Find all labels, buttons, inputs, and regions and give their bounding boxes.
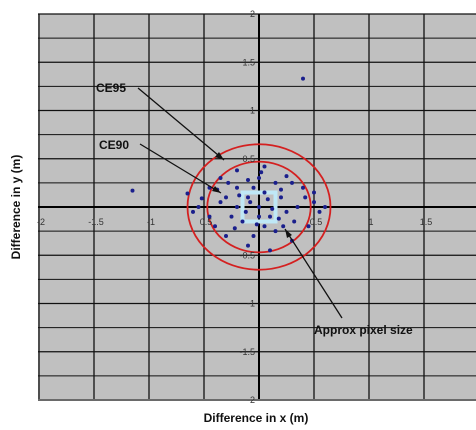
annotation-ce95-arrowhead <box>215 152 224 160</box>
annotation-pixel-size: Approx pixel size <box>284 228 413 337</box>
annotation-pixel-size-arrow <box>284 228 343 319</box>
data-point <box>243 209 248 214</box>
annotation-ce95: CE95 <box>96 81 225 161</box>
data-point <box>191 209 195 214</box>
x-tick-label: 0.5 <box>310 217 323 227</box>
data-point <box>240 219 245 224</box>
data-point <box>265 197 270 202</box>
data-point <box>284 209 289 214</box>
data-point <box>303 195 308 200</box>
data-points <box>130 76 327 253</box>
data-point <box>323 205 327 209</box>
ce-circles <box>186 143 332 271</box>
x-tick-label: -2 <box>37 217 45 227</box>
data-point <box>213 224 217 229</box>
ce95-circle <box>186 143 332 271</box>
annotation-ce95-arrow <box>137 87 225 161</box>
data-point <box>246 177 250 182</box>
data-point <box>284 174 289 179</box>
annotation-ce90-arrow <box>139 143 222 194</box>
data-point <box>235 168 239 173</box>
data-point <box>257 176 261 181</box>
data-point <box>306 224 311 229</box>
x-axis-label: Difference in x (m) <box>204 411 309 425</box>
y-tick-label: 1 <box>250 106 255 116</box>
data-point <box>276 216 281 221</box>
data-point <box>268 214 272 219</box>
annotation-ce95-label: CE95 <box>96 81 126 95</box>
data-point <box>224 233 228 238</box>
data-point <box>229 214 234 219</box>
data-point <box>199 196 204 201</box>
y-tick-label: 1.5 <box>242 57 255 67</box>
data-point <box>232 226 237 231</box>
x-tick-label: 1 <box>368 217 373 227</box>
data-point <box>185 191 190 196</box>
data-point <box>262 190 267 195</box>
data-point <box>273 180 278 185</box>
data-point <box>207 214 212 219</box>
data-point <box>251 185 256 190</box>
data-point <box>248 200 253 205</box>
annotation-pixel-size-arrowhead <box>285 229 292 238</box>
data-point <box>290 180 294 185</box>
data-point <box>196 205 201 209</box>
x-tick-labels: -2 -1.5 -1 0.5 0.5 1 1.5 <box>37 217 432 227</box>
y-tick-label: 2 <box>250 9 255 19</box>
data-point <box>268 248 272 253</box>
ce90-circle <box>206 160 312 254</box>
data-point <box>130 188 135 193</box>
x-tick-label: -1 <box>147 217 155 227</box>
data-point <box>257 214 261 219</box>
data-point <box>254 222 259 227</box>
y-axis-label: Difference in y (m) <box>9 155 23 260</box>
data-point <box>301 76 305 81</box>
y-tick-label: -1 <box>247 299 255 309</box>
data-point <box>317 209 322 214</box>
data-point <box>251 233 256 238</box>
annotation-ce90-label: CE90 <box>99 138 129 152</box>
y-tick-label: 0.5 <box>242 154 255 164</box>
x-tick-label: 1.5 <box>420 217 433 227</box>
y-tick-labels: 2 1.5 1 0.5 -0.5 -1 -1.5 -2 <box>239 9 255 405</box>
y-tick-label: -0.5 <box>239 250 255 260</box>
data-point <box>237 193 242 198</box>
data-point <box>270 206 275 211</box>
data-point <box>257 205 261 209</box>
data-point <box>281 224 286 229</box>
data-point <box>262 224 267 229</box>
data-point <box>218 200 223 205</box>
data-point <box>235 185 239 190</box>
annotation-pixel-size-label: Approx pixel size <box>314 323 413 337</box>
x-tick-label: -1.5 <box>88 217 104 227</box>
data-point <box>226 180 231 185</box>
data-point <box>246 243 250 248</box>
data-point <box>224 195 228 200</box>
data-point <box>262 164 267 169</box>
data-point <box>235 205 239 209</box>
data-point <box>259 170 264 175</box>
data-point <box>279 195 283 200</box>
data-point <box>273 229 278 234</box>
data-point <box>218 176 223 181</box>
data-point <box>312 200 316 205</box>
data-point <box>295 205 300 209</box>
data-point <box>301 185 305 190</box>
data-point <box>246 195 250 200</box>
y-tick-label: -2 <box>247 395 255 405</box>
annotation-ce90-arrowhead <box>212 186 221 193</box>
data-point <box>312 190 316 195</box>
data-point <box>279 187 283 192</box>
approx-pixel-size-box <box>240 190 278 224</box>
y-tick-label: -1.5 <box>239 347 255 357</box>
annotation-ce90: CE90 <box>99 138 222 194</box>
x-tick-label: 0.5 <box>200 217 213 227</box>
grid-lines <box>38 13 476 401</box>
data-point <box>292 219 297 224</box>
